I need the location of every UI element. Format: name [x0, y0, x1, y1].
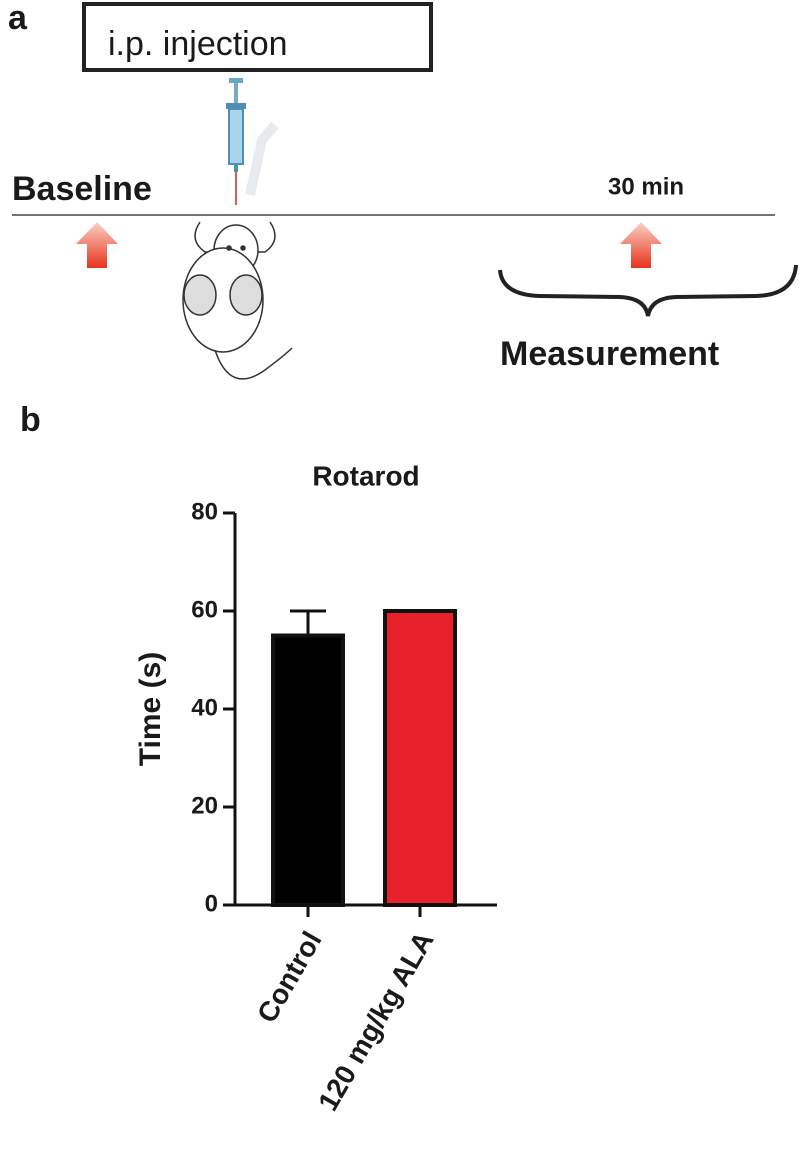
mouse	[182, 221, 293, 380]
panel-label: b	[20, 401, 41, 439]
y-tick-label: 0	[205, 890, 218, 917]
x-tick-label: Control	[251, 926, 328, 1028]
arrow	[620, 222, 662, 268]
injection-label: i.p. injection	[108, 25, 288, 63]
y-tick-label: 40	[191, 694, 218, 721]
injection-box	[82, 2, 433, 72]
arrow	[76, 222, 118, 268]
y-tick-label: 60	[191, 596, 218, 623]
measurement-label: Measurement	[500, 335, 719, 373]
y-axis-label: Time (s)	[134, 652, 167, 766]
x-tick-label: 120 mg/kg ALA	[312, 926, 439, 1116]
baseline-label: Baseline	[12, 170, 152, 208]
time-label: 30 min	[608, 173, 684, 200]
panel-label: a	[8, 0, 28, 37]
y-tick-label: 20	[191, 792, 218, 819]
y-tick-label: 80	[191, 498, 218, 525]
bar	[383, 609, 457, 907]
chart-title: Rotarod	[312, 460, 419, 491]
syringe	[226, 78, 279, 205]
brace	[498, 264, 798, 317]
bar	[271, 633, 345, 907]
